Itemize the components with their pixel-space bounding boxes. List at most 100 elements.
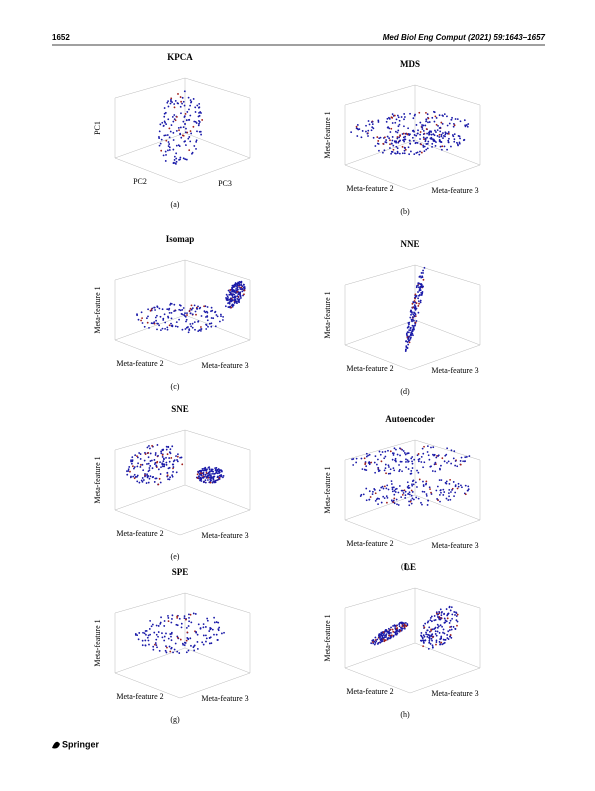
point [134,476,137,478]
point [436,485,439,488]
point [466,125,469,128]
point [432,636,434,638]
point [421,126,423,129]
point [194,111,197,113]
point [210,322,213,325]
point [205,637,208,640]
point [159,473,162,475]
point [373,643,376,646]
figure-panel: MDS Meta-feature 1 Meta-feature 2 Meta-feat… [323,59,481,216]
point [237,282,240,285]
point [190,132,193,135]
point [206,306,209,308]
point [385,487,388,490]
point [447,499,450,501]
point [423,150,426,153]
point [144,644,147,647]
point [205,640,207,643]
y-axis-label: PC1 [93,121,102,135]
point [420,634,422,637]
point [400,622,403,625]
point [392,501,395,504]
point [212,317,215,320]
point [165,153,167,156]
point [214,480,216,482]
point [438,136,441,138]
point [148,628,151,630]
point [408,139,411,142]
point [165,651,168,654]
point [454,484,457,487]
point [394,633,397,636]
point [227,289,230,292]
point [397,141,400,144]
point [178,145,181,148]
point [169,304,171,306]
point [425,143,428,145]
point [382,631,385,634]
point [429,488,431,491]
point [467,123,470,125]
point [184,642,187,644]
point [411,330,414,332]
point [228,302,231,305]
point [422,269,424,272]
point [197,330,200,332]
point [162,125,165,127]
point [453,124,456,127]
z-axis-label: PC3 [218,179,232,188]
point [217,475,219,478]
point [191,322,194,325]
point [441,145,444,148]
point [411,324,414,327]
point [154,453,157,456]
point [378,149,380,152]
point [222,475,225,477]
point [146,463,148,465]
point [215,471,218,474]
point [420,501,422,504]
point [204,468,206,471]
point [377,121,380,123]
point [416,142,419,144]
point [418,300,420,303]
point [191,313,194,316]
point [173,159,176,161]
point [387,464,390,467]
point [365,465,368,468]
point [153,458,156,461]
point [371,493,374,496]
point [167,614,169,617]
point [153,463,156,465]
panel-caption: (a) [171,200,180,209]
point [156,306,159,308]
point [464,493,467,496]
point [235,300,238,303]
figure-panel: SNE Meta-feature 1 Meta-feature 2 Meta-feat… [93,404,251,561]
point [443,641,446,644]
point [167,617,170,619]
point [389,143,391,146]
point [419,287,422,289]
point [169,102,172,105]
point [232,293,234,295]
point [127,468,130,471]
point [181,328,184,331]
point [180,136,183,139]
point [133,466,136,468]
point [441,625,443,628]
point [236,295,239,298]
point [382,142,385,145]
point [350,131,353,134]
point [399,621,401,624]
point [409,500,412,503]
point [160,149,163,152]
point [407,343,410,346]
point [140,311,143,314]
point [168,127,171,130]
point [416,151,419,154]
point [379,453,382,456]
point [185,639,188,642]
point [170,100,172,103]
point [433,615,436,617]
